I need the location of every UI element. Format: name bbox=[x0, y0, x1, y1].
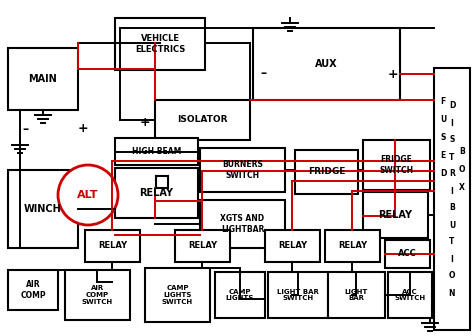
Text: RELAY: RELAY bbox=[278, 242, 307, 251]
FancyBboxPatch shape bbox=[200, 200, 285, 248]
Text: ACC: ACC bbox=[398, 250, 417, 258]
FancyBboxPatch shape bbox=[65, 270, 130, 320]
Text: I: I bbox=[451, 254, 454, 263]
FancyBboxPatch shape bbox=[328, 272, 385, 318]
Text: AIR
COMP
SWITCH: AIR COMP SWITCH bbox=[82, 285, 113, 305]
FancyBboxPatch shape bbox=[145, 268, 210, 322]
Text: T: T bbox=[449, 153, 455, 162]
Text: E: E bbox=[440, 151, 446, 160]
Text: N: N bbox=[449, 289, 455, 297]
FancyBboxPatch shape bbox=[156, 176, 168, 188]
Text: U: U bbox=[440, 115, 446, 124]
Text: MAIN: MAIN bbox=[28, 74, 57, 84]
Text: RELAY: RELAY bbox=[338, 242, 367, 251]
FancyBboxPatch shape bbox=[115, 138, 198, 165]
FancyBboxPatch shape bbox=[215, 272, 265, 318]
FancyBboxPatch shape bbox=[8, 48, 78, 110]
Circle shape bbox=[58, 165, 118, 225]
Text: I: I bbox=[451, 119, 454, 127]
FancyBboxPatch shape bbox=[268, 272, 328, 318]
Text: CAMP
LIGHTS
SWITCH: CAMP LIGHTS SWITCH bbox=[162, 285, 193, 305]
FancyBboxPatch shape bbox=[115, 18, 205, 70]
Text: XGTS AND
LIGHTBAR: XGTS AND LIGHTBAR bbox=[220, 214, 264, 234]
FancyBboxPatch shape bbox=[363, 140, 430, 190]
Text: FRIDGE
SWITCH: FRIDGE SWITCH bbox=[380, 155, 413, 175]
Text: RELAY: RELAY bbox=[98, 242, 127, 251]
FancyBboxPatch shape bbox=[325, 230, 380, 262]
Text: AIR
COMP: AIR COMP bbox=[20, 280, 46, 300]
FancyBboxPatch shape bbox=[85, 230, 140, 262]
FancyBboxPatch shape bbox=[155, 100, 250, 140]
Text: RELAY: RELAY bbox=[188, 242, 217, 251]
FancyBboxPatch shape bbox=[363, 192, 428, 238]
Text: ACC
SWITCH: ACC SWITCH bbox=[394, 289, 426, 301]
Text: B: B bbox=[449, 204, 455, 212]
Text: +: + bbox=[78, 123, 88, 135]
Text: U: U bbox=[449, 220, 455, 229]
Text: R: R bbox=[449, 169, 455, 178]
FancyBboxPatch shape bbox=[8, 270, 58, 310]
Text: X: X bbox=[459, 182, 465, 192]
Text: RELAY: RELAY bbox=[139, 188, 173, 198]
Text: +: + bbox=[140, 116, 150, 128]
Text: F: F bbox=[440, 96, 446, 106]
FancyBboxPatch shape bbox=[388, 272, 432, 318]
Text: –: – bbox=[22, 123, 28, 135]
Text: VEHICLE
ELECTRICS: VEHICLE ELECTRICS bbox=[135, 34, 185, 54]
Text: HIGH BEAM: HIGH BEAM bbox=[132, 147, 181, 156]
FancyBboxPatch shape bbox=[434, 68, 470, 330]
Text: ISOLATOR: ISOLATOR bbox=[177, 116, 228, 125]
Text: D: D bbox=[440, 168, 446, 177]
Text: +: + bbox=[388, 68, 398, 81]
FancyBboxPatch shape bbox=[295, 150, 358, 194]
Text: O: O bbox=[459, 165, 465, 173]
FancyBboxPatch shape bbox=[200, 148, 285, 192]
FancyBboxPatch shape bbox=[265, 230, 320, 262]
Text: AUX: AUX bbox=[315, 59, 338, 69]
Text: BURNERS
SWITCH: BURNERS SWITCH bbox=[222, 160, 263, 180]
FancyBboxPatch shape bbox=[8, 170, 78, 248]
Text: S: S bbox=[440, 132, 446, 141]
Text: –: – bbox=[260, 68, 266, 81]
FancyBboxPatch shape bbox=[115, 168, 198, 218]
Text: LIGHT BAR
SWITCH: LIGHT BAR SWITCH bbox=[277, 289, 319, 301]
FancyBboxPatch shape bbox=[175, 230, 230, 262]
Text: ALT: ALT bbox=[77, 190, 99, 200]
Text: B: B bbox=[459, 146, 465, 156]
FancyBboxPatch shape bbox=[385, 240, 430, 268]
Text: LIGHT
BAR: LIGHT BAR bbox=[345, 289, 368, 301]
Text: WINCH: WINCH bbox=[24, 204, 62, 214]
Text: FRIDGE: FRIDGE bbox=[308, 168, 345, 176]
Text: CAMP
LIGHTS: CAMP LIGHTS bbox=[226, 289, 254, 301]
Text: I: I bbox=[451, 186, 454, 196]
Text: T: T bbox=[449, 238, 455, 247]
FancyBboxPatch shape bbox=[253, 28, 400, 100]
Text: D: D bbox=[449, 101, 455, 111]
Text: RELAY: RELAY bbox=[379, 210, 412, 220]
Text: O: O bbox=[449, 271, 455, 281]
Text: S: S bbox=[449, 135, 455, 144]
